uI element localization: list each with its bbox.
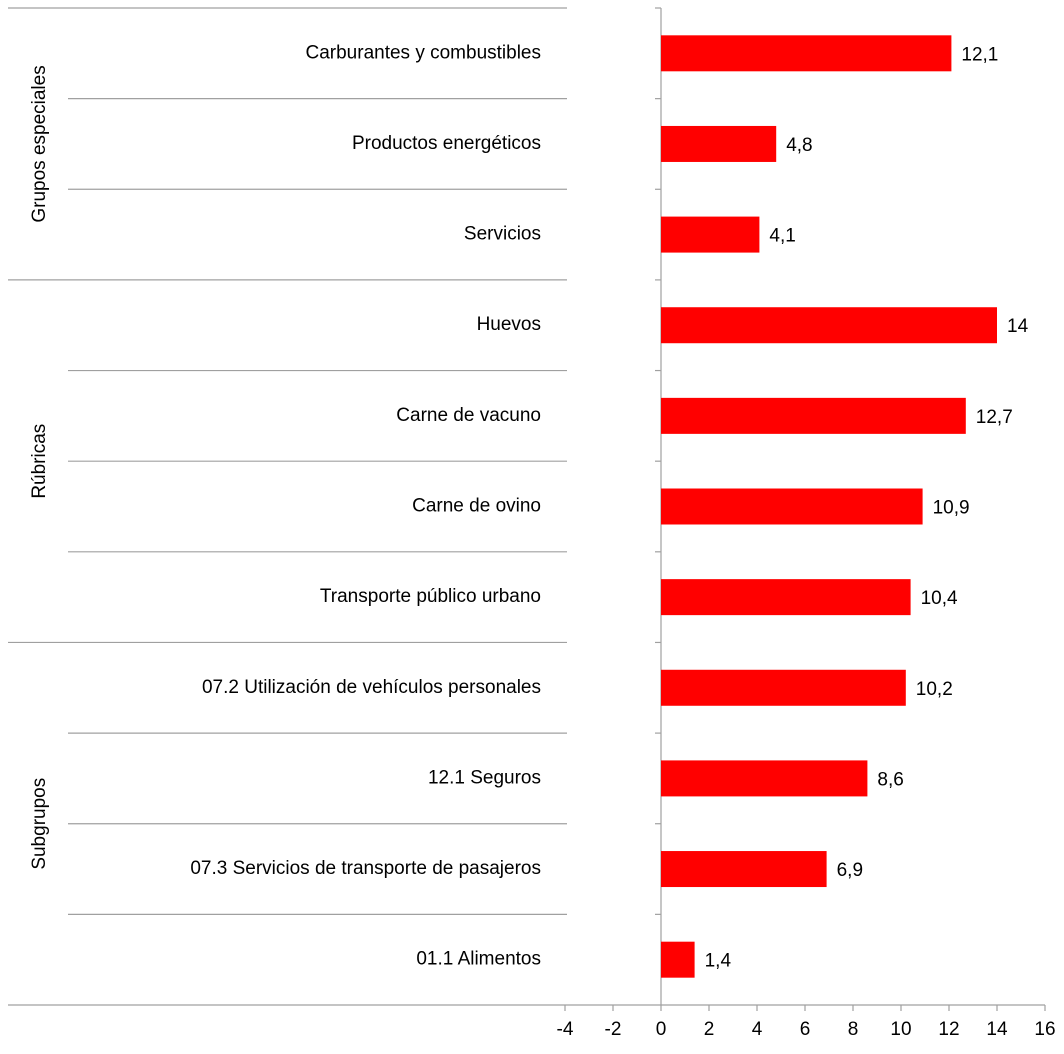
bar bbox=[661, 307, 997, 344]
x-tick-label: 16 bbox=[1034, 1019, 1055, 1040]
category-label: 12.1 Seguros bbox=[428, 767, 541, 788]
bar bbox=[661, 579, 911, 616]
value-label: 10,9 bbox=[933, 498, 970, 519]
value-label: 4,1 bbox=[769, 226, 795, 247]
bar bbox=[661, 760, 868, 797]
bar bbox=[661, 488, 923, 525]
value-label: 6,9 bbox=[837, 860, 863, 881]
bar bbox=[661, 941, 695, 978]
category-label: 07.3 Servicios de transporte de pasajero… bbox=[190, 858, 541, 879]
x-tick-label: -2 bbox=[605, 1019, 622, 1040]
value-label: 12,1 bbox=[961, 44, 998, 65]
value-label: 1,4 bbox=[705, 951, 732, 972]
bar bbox=[661, 125, 777, 162]
bar bbox=[661, 216, 760, 253]
group-label: Grupos especiales bbox=[29, 65, 50, 222]
value-label: 8,6 bbox=[877, 769, 903, 790]
x-tick-label: 6 bbox=[800, 1019, 811, 1040]
bar bbox=[661, 397, 966, 434]
value-label: 4,8 bbox=[786, 135, 812, 156]
bar bbox=[661, 35, 952, 72]
x-tick-label: 0 bbox=[656, 1019, 667, 1040]
x-tick-label: 12 bbox=[938, 1019, 959, 1040]
category-label: 01.1 Alimentos bbox=[416, 949, 541, 970]
x-tick-label: -4 bbox=[557, 1019, 574, 1040]
value-label: 10,2 bbox=[916, 679, 953, 700]
x-tick-label: 10 bbox=[890, 1019, 911, 1040]
value-label: 12,7 bbox=[976, 407, 1013, 428]
category-label: Servicios bbox=[464, 224, 541, 245]
category-label: Carburantes y combustibles bbox=[306, 42, 542, 63]
category-label: Productos energéticos bbox=[352, 133, 541, 154]
category-label: 07.2 Utilización de vehículos personales bbox=[202, 677, 541, 698]
x-tick-label: 4 bbox=[752, 1019, 763, 1040]
value-label: 10,4 bbox=[921, 588, 958, 609]
category-label: Carne de ovino bbox=[412, 496, 541, 517]
group-label: Subgrupos bbox=[29, 778, 50, 870]
x-tick-label: 14 bbox=[986, 1019, 1008, 1040]
x-tick-label: 8 bbox=[848, 1019, 859, 1040]
category-label: Carne de vacuno bbox=[396, 405, 541, 426]
x-tick-label: 2 bbox=[704, 1019, 715, 1040]
category-label: Huevos bbox=[477, 314, 541, 335]
bar bbox=[661, 851, 827, 888]
value-label: 14 bbox=[1007, 316, 1029, 337]
group-label: Rúbricas bbox=[29, 424, 50, 499]
category-label: Transporte público urbano bbox=[320, 586, 541, 607]
bar bbox=[661, 669, 906, 706]
